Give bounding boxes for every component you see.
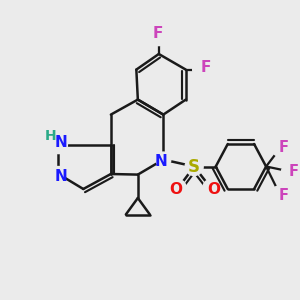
Text: F: F (279, 140, 289, 154)
Text: O: O (169, 182, 182, 197)
Text: O: O (207, 182, 220, 197)
Ellipse shape (203, 180, 216, 193)
Ellipse shape (172, 180, 186, 193)
Ellipse shape (282, 165, 294, 177)
Ellipse shape (50, 136, 68, 154)
Text: N: N (55, 169, 68, 184)
Ellipse shape (193, 63, 206, 76)
Text: F: F (279, 188, 289, 202)
Ellipse shape (152, 32, 165, 46)
Ellipse shape (51, 167, 66, 182)
Text: H: H (45, 129, 57, 142)
Text: F: F (201, 60, 211, 75)
Text: S: S (188, 158, 200, 175)
Ellipse shape (273, 144, 285, 156)
Text: N: N (55, 135, 68, 150)
Ellipse shape (156, 152, 171, 167)
Text: F: F (152, 26, 163, 41)
Text: N: N (154, 154, 167, 169)
Ellipse shape (273, 186, 285, 198)
Text: F: F (289, 164, 299, 178)
Ellipse shape (185, 158, 203, 175)
